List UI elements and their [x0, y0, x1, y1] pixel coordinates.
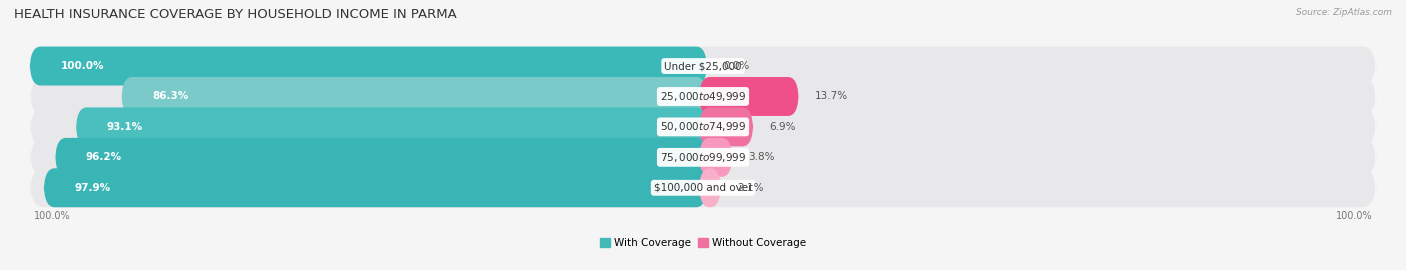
Text: $75,000 to $99,999: $75,000 to $99,999 [659, 151, 747, 164]
Text: 6.9%: 6.9% [769, 122, 796, 132]
FancyBboxPatch shape [30, 46, 707, 86]
Text: 2.1%: 2.1% [737, 183, 763, 193]
FancyBboxPatch shape [30, 77, 1376, 116]
FancyBboxPatch shape [30, 168, 1376, 207]
Text: 13.7%: 13.7% [814, 92, 848, 102]
Text: 3.8%: 3.8% [748, 152, 775, 162]
FancyBboxPatch shape [121, 77, 707, 116]
FancyBboxPatch shape [44, 168, 707, 207]
Legend: With Coverage, Without Coverage: With Coverage, Without Coverage [596, 234, 810, 252]
Text: Under $25,000: Under $25,000 [664, 61, 742, 71]
Text: $100,000 and over: $100,000 and over [654, 183, 752, 193]
Text: $50,000 to $74,999: $50,000 to $74,999 [659, 120, 747, 133]
FancyBboxPatch shape [699, 107, 754, 146]
Text: 93.1%: 93.1% [107, 122, 143, 132]
FancyBboxPatch shape [55, 138, 707, 177]
Text: 100.0%: 100.0% [34, 211, 70, 221]
FancyBboxPatch shape [30, 107, 1376, 146]
FancyBboxPatch shape [30, 138, 1376, 177]
FancyBboxPatch shape [699, 77, 799, 116]
FancyBboxPatch shape [699, 138, 733, 177]
Text: 86.3%: 86.3% [152, 92, 188, 102]
Text: 96.2%: 96.2% [86, 152, 122, 162]
Text: 0.0%: 0.0% [723, 61, 749, 71]
Text: 97.9%: 97.9% [75, 183, 111, 193]
Text: 100.0%: 100.0% [60, 61, 104, 71]
Text: $25,000 to $49,999: $25,000 to $49,999 [659, 90, 747, 103]
Text: HEALTH INSURANCE COVERAGE BY HOUSEHOLD INCOME IN PARMA: HEALTH INSURANCE COVERAGE BY HOUSEHOLD I… [14, 8, 457, 21]
FancyBboxPatch shape [76, 107, 707, 146]
Text: Source: ZipAtlas.com: Source: ZipAtlas.com [1296, 8, 1392, 17]
FancyBboxPatch shape [30, 46, 1376, 86]
Text: 100.0%: 100.0% [1336, 211, 1372, 221]
FancyBboxPatch shape [699, 168, 721, 207]
